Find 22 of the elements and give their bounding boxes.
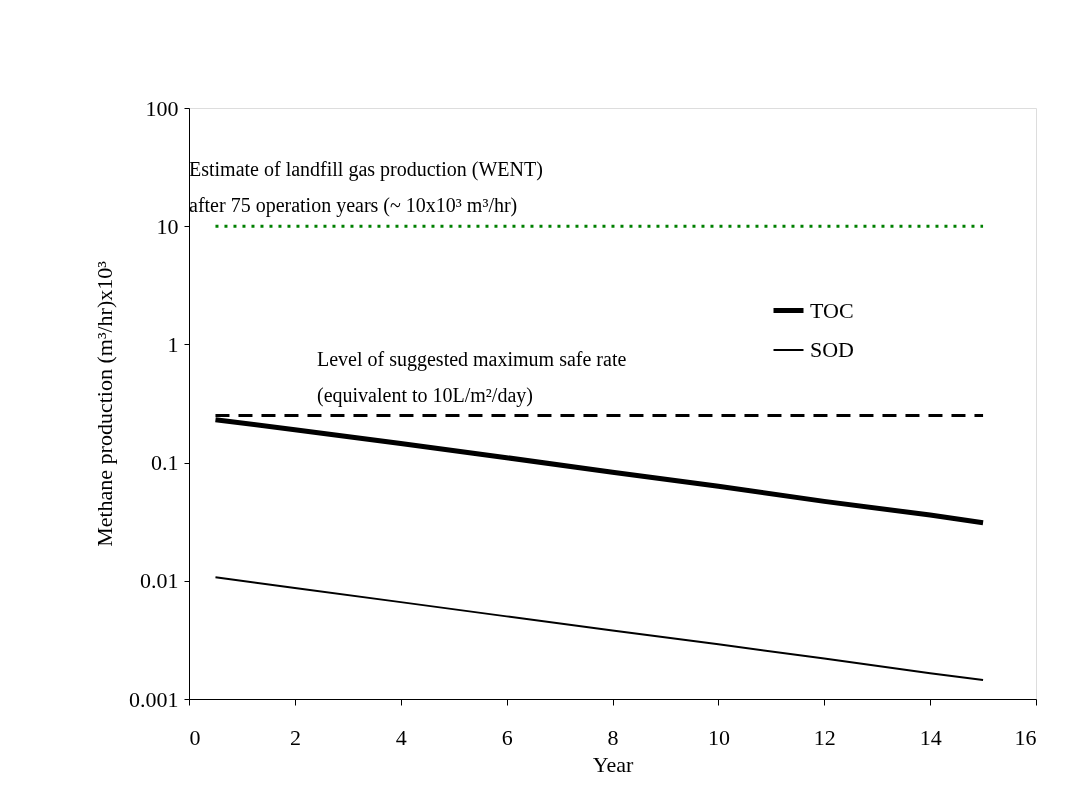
- x-tick-label: 2: [289, 724, 301, 750]
- ref-line-label: Level of suggested maximum safe rate (equivalent to 10L/m²/day): [317, 347, 627, 407]
- x-tick-label: 0: [189, 724, 201, 750]
- y-tick-label: 0.001: [129, 686, 179, 712]
- x-tick-label: 16: [1014, 724, 1037, 750]
- y-tick-label: 0.1: [151, 450, 179, 476]
- x-tick-label: 12: [813, 724, 836, 750]
- y-tick-label: 1: [167, 331, 179, 357]
- x-tick-label: 10: [707, 724, 730, 750]
- y-axis-title: Methane production (m³/hr)x10³: [92, 260, 117, 547]
- x-tick-label: 4: [395, 724, 407, 750]
- legend-label: SOD: [810, 337, 855, 362]
- x-tick-label: 8: [607, 724, 619, 750]
- y-tick-label: 10: [156, 213, 179, 239]
- x-axis-title: Year: [592, 751, 634, 777]
- line-series: [214, 576, 985, 681]
- y-tick-label: 100: [145, 95, 179, 121]
- ref-line-label: Estimate of landfill gas production (WENT) after 75 operation years (~ 10x10³ m³/hr): [189, 158, 543, 218]
- x-tick-label: 6: [501, 724, 513, 750]
- legend-label: TOC: [810, 297, 854, 323]
- y-tick-label: 0.01: [140, 568, 179, 594]
- x-tick-label: 14: [919, 724, 942, 750]
